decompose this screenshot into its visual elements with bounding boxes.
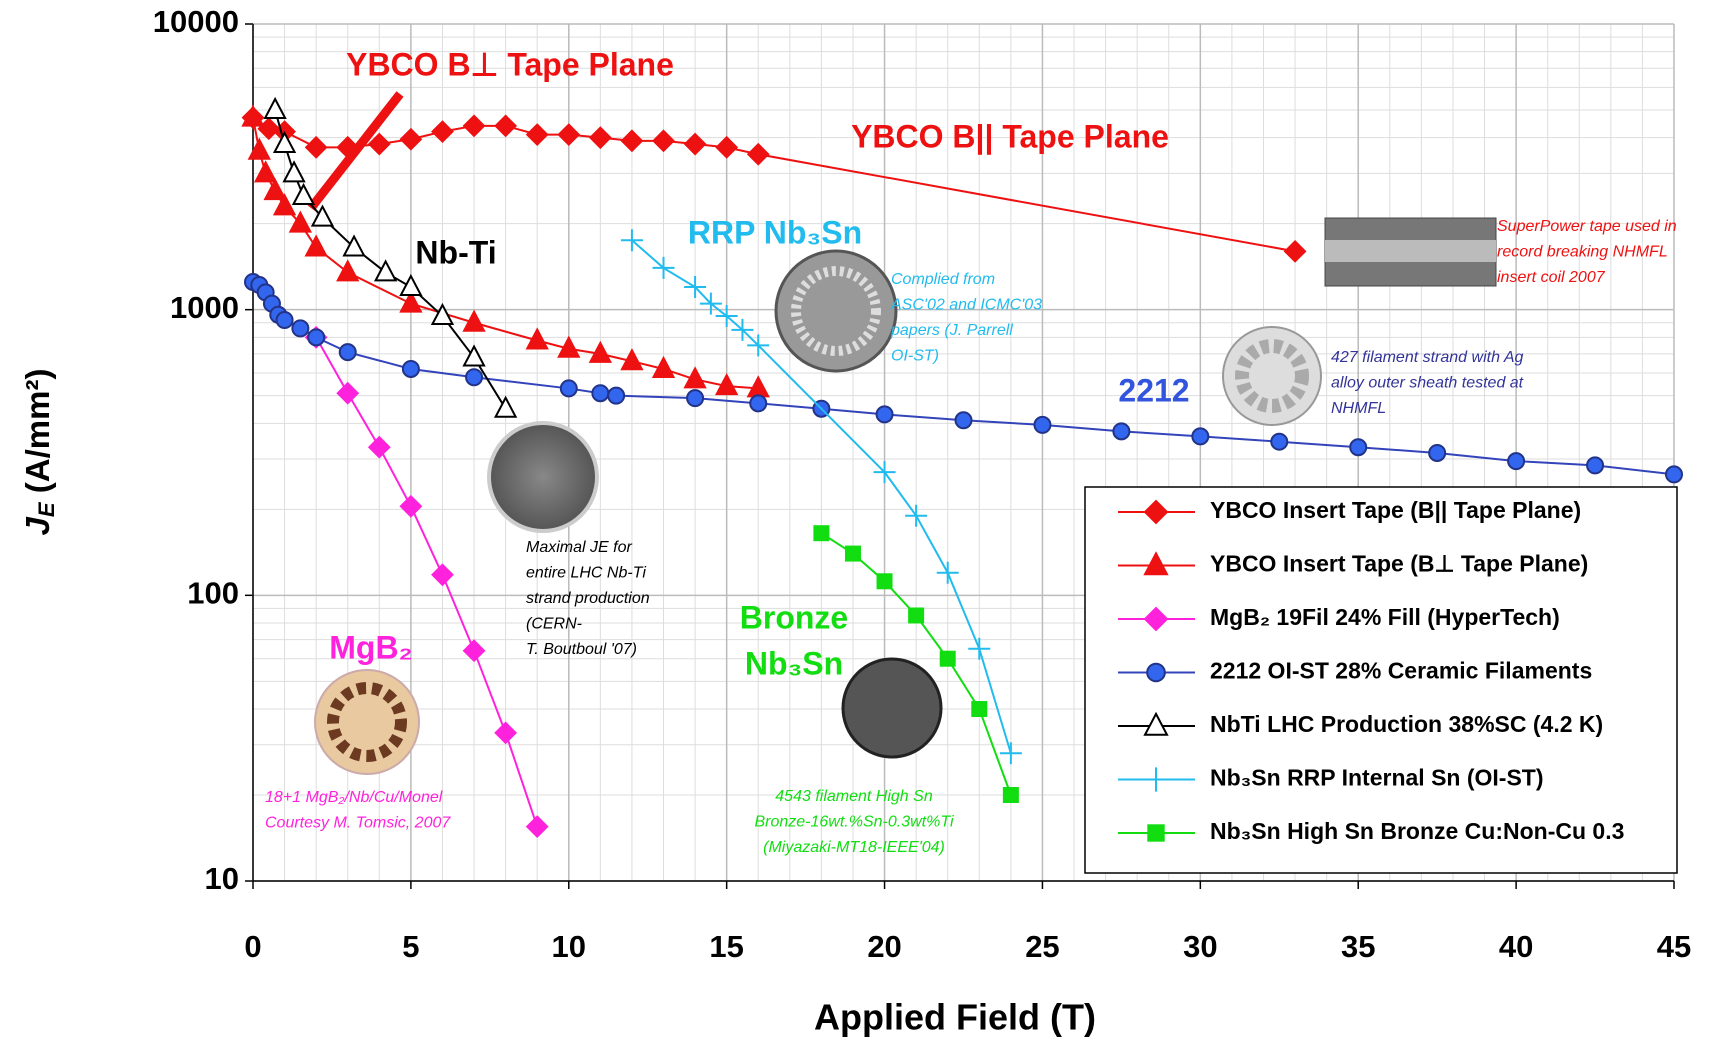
tape-photo-core <box>1325 240 1496 262</box>
marker <box>466 369 482 385</box>
series-label: YBCO B⊥ Tape Plane <box>346 46 674 82</box>
marker <box>592 385 608 401</box>
marker <box>1587 457 1603 473</box>
bronze-photo <box>843 659 941 757</box>
annotation-note: papers (J. Parrell <box>890 322 1013 339</box>
marker <box>750 395 766 411</box>
annotation-note: strand production <box>526 590 650 607</box>
legend-label: 2212 OI-ST 28% Ceramic Filaments <box>1210 658 1592 684</box>
legend-label: MgB₂ 19Fil 24% Fill (HyperTech) <box>1210 604 1560 630</box>
marker <box>1666 466 1682 482</box>
y-label-main: J <box>19 516 56 535</box>
series-label: Nb₃Sn <box>745 645 843 681</box>
nbti-photo <box>489 423 597 531</box>
marker <box>846 547 860 561</box>
marker <box>308 329 324 345</box>
annotation-note: (Miyazaki-MT18-IEEE'04) <box>763 839 945 856</box>
series-label: 2212 <box>1118 372 1189 408</box>
marker <box>1004 788 1018 802</box>
chart: 10 100 1000 10000 0 5 10 15 20 25 30 35 40 45 YBCO B⊥… <box>0 0 1712 1047</box>
series-label: MgB₂ <box>329 629 413 665</box>
marker <box>1508 453 1524 469</box>
marker <box>909 608 923 622</box>
annotation-note: ASC'02 and ICMC'03 <box>890 297 1042 314</box>
annotation-note: (CERN- <box>526 616 582 633</box>
marker <box>814 526 828 540</box>
x-tick-label: 25 <box>1025 929 1059 964</box>
marker <box>1113 423 1129 439</box>
y-tick-label: 10000 <box>153 4 239 39</box>
annotation-note: Bronze-16wt.%Sn-0.3wt%Ti <box>754 814 953 831</box>
annotation-note: T. Boutboul '07) <box>526 641 637 658</box>
marker <box>1034 417 1050 433</box>
marker <box>1271 434 1287 450</box>
marker <box>1147 664 1165 682</box>
marker <box>972 702 986 716</box>
annotation-note: 427 filament strand with Ag <box>1331 349 1524 366</box>
x-tick-label: 30 <box>1183 929 1217 964</box>
marker <box>292 320 308 336</box>
marker <box>403 361 419 377</box>
marker <box>956 412 972 428</box>
x-tick-label: 40 <box>1499 929 1533 964</box>
x-tick-label: 35 <box>1341 929 1375 964</box>
annotation-note: Complied from <box>891 271 995 288</box>
annotation-note: Maximal JE for <box>526 539 632 556</box>
marker <box>561 380 577 396</box>
annotation-note: 18+1 MgB₂/Nb/Cu/Monel <box>265 789 443 806</box>
x-tick-label: 15 <box>709 929 743 964</box>
legend-label: YBCO Insert Tape (B⊥ Tape Plane) <box>1210 551 1588 577</box>
marker <box>340 344 356 360</box>
annotation-note: 4543 filament High Sn <box>775 788 933 805</box>
marker <box>941 652 955 666</box>
annotation-note: entire LHC Nb-Ti <box>526 565 646 582</box>
marker <box>1192 428 1208 444</box>
series-label: Bronze <box>740 599 848 635</box>
marker <box>1350 439 1366 455</box>
annotation-note: NHMFL <box>1331 400 1386 417</box>
marker <box>608 388 624 404</box>
legend-label: NbTi LHC Production 38%SC (4.2 K) <box>1210 711 1603 737</box>
x-tick-label: 0 <box>244 929 261 964</box>
x-axis-label: Applied Field (T) <box>814 997 1096 1038</box>
x-tick-label: 5 <box>402 929 419 964</box>
marker <box>877 406 893 422</box>
marker <box>687 390 703 406</box>
marker <box>1429 445 1445 461</box>
annotation-note: insert coil 2007 <box>1497 269 1606 286</box>
x-tick-label: 10 <box>552 929 586 964</box>
annotation-note: record breaking NHMFL <box>1497 244 1668 261</box>
marker <box>878 574 892 588</box>
x-tick-label: 20 <box>867 929 901 964</box>
series-label: RRP Nb₃Sn <box>688 214 862 250</box>
series-label: YBCO B|| Tape Plane <box>851 118 1169 154</box>
y-label-sub: E <box>34 501 59 517</box>
annotation-note: OI-ST) <box>891 348 939 365</box>
x-tick-label: 45 <box>1657 929 1691 964</box>
annotation-note: alloy outer sheath tested at <box>1331 375 1524 392</box>
legend-label: Nb₃Sn High Sn Bronze Cu:Non-Cu 0.3 <box>1210 818 1624 844</box>
marker <box>277 312 293 328</box>
marker <box>1148 825 1163 840</box>
y-tick-label: 10 <box>205 861 239 896</box>
y-tick-label: 100 <box>187 576 239 611</box>
y-label-unit: (A/mm²) <box>19 369 56 503</box>
legend-label: Nb₃Sn RRP Internal Sn (OI-ST) <box>1210 765 1544 791</box>
legend-label: YBCO Insert Tape (B|| Tape Plane) <box>1210 497 1581 523</box>
annotation-note: SuperPower tape used in <box>1497 218 1677 235</box>
y-tick-label: 1000 <box>170 290 239 325</box>
series-label: Nb-Ti <box>415 234 496 270</box>
annotation-note: Courtesy M. Tomsic, 2007 <box>265 815 451 832</box>
